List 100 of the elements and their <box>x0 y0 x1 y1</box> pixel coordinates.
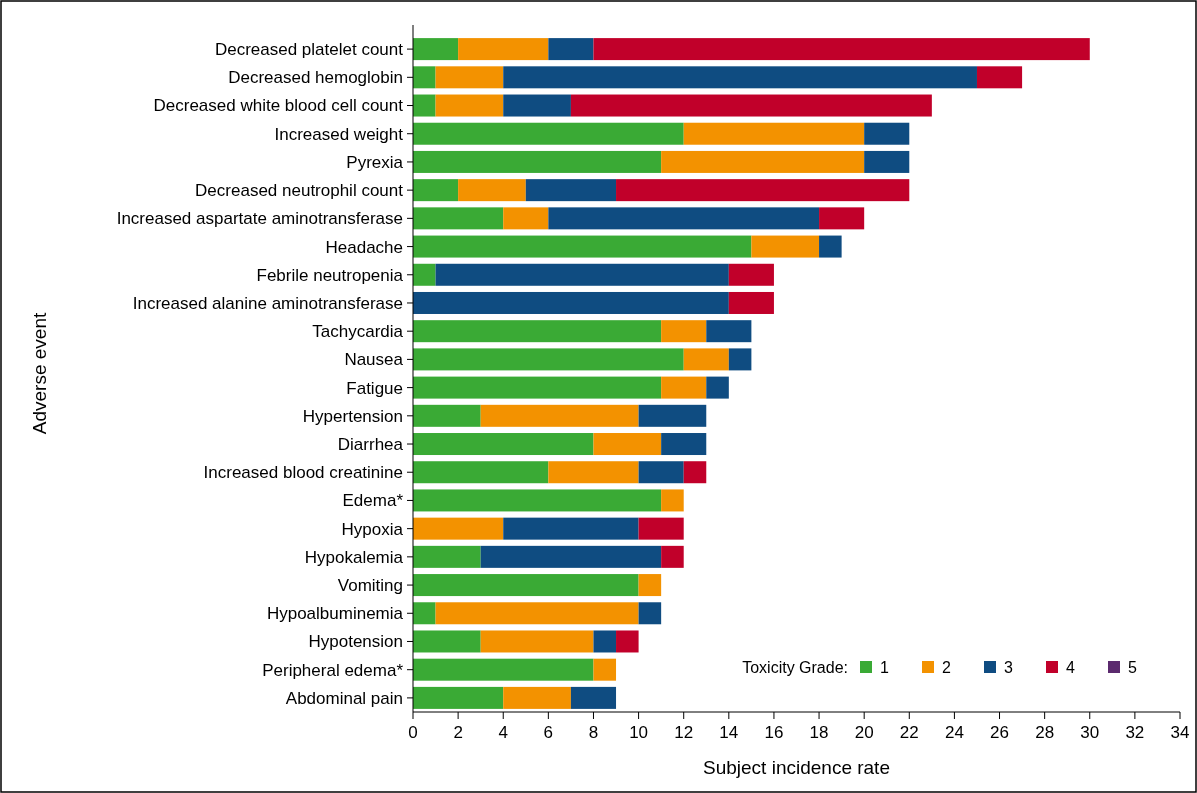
legend-title: Toxicity Grade: <box>742 658 848 676</box>
x-tick-label: 4 <box>498 723 508 742</box>
bar <box>480 630 594 653</box>
y-tick-label: Increased blood creatinine <box>203 463 403 483</box>
y-tick-label: Headache <box>325 237 403 257</box>
y-tick-label: Tachycardia <box>312 322 404 342</box>
bar <box>751 235 820 258</box>
legend-label: 4 <box>1066 658 1075 676</box>
bar <box>683 461 707 484</box>
y-tick-label: Edema* <box>342 491 404 511</box>
y-tick-label: Hypoxia <box>341 519 404 539</box>
x-tick-label: 22 <box>899 723 919 742</box>
bar <box>435 602 639 625</box>
y-tick-label: Nausea <box>344 350 404 370</box>
y-tick-label: Decreased neutrophil count <box>195 181 404 201</box>
legend-label: 1 <box>880 658 889 676</box>
bar <box>413 517 504 540</box>
bar <box>976 66 1023 89</box>
bar <box>413 545 481 568</box>
x-tick-label: 32 <box>1125 723 1145 742</box>
x-tick-label: 28 <box>1035 723 1055 742</box>
bar <box>458 38 549 61</box>
bar <box>661 150 865 173</box>
bar <box>683 348 729 371</box>
bar <box>638 574 662 597</box>
y-tick-label: Febrile neutropenia <box>256 265 404 285</box>
bar <box>819 235 842 258</box>
bar <box>413 235 752 258</box>
x-tick-label: 10 <box>629 723 649 742</box>
bar <box>593 38 1090 61</box>
bar <box>661 320 707 343</box>
bar <box>548 461 639 484</box>
x-tick-label: 20 <box>854 723 874 742</box>
x-tick-label: 24 <box>944 723 964 742</box>
bar <box>593 630 617 653</box>
bar <box>413 150 662 173</box>
bar <box>616 630 639 653</box>
y-tick-label: Decreased white blood cell count <box>153 96 404 116</box>
bar <box>413 602 436 625</box>
y-tick-label: Increased weight <box>274 124 404 144</box>
bar <box>819 207 865 230</box>
bar <box>548 38 594 61</box>
legend-label: 2 <box>942 658 951 676</box>
bar <box>638 602 662 625</box>
bar <box>728 348 752 371</box>
bar <box>413 291 729 314</box>
y-tick-label: Increased alanine aminotransferase <box>132 293 403 313</box>
x-tick-label: 18 <box>809 723 829 742</box>
y-tick-label: Hypoalbuminemia <box>266 604 404 624</box>
bar <box>413 630 481 653</box>
x-tick-label: 12 <box>674 723 694 742</box>
bar <box>616 179 910 202</box>
bar <box>503 207 549 230</box>
y-tick-label: Abdominal pain <box>285 688 403 708</box>
bar <box>503 517 639 540</box>
x-tick-label: 0 <box>408 723 418 742</box>
bar <box>413 348 684 371</box>
bar <box>661 376 707 399</box>
bar <box>480 545 662 568</box>
bar <box>864 122 910 145</box>
bar <box>413 574 639 597</box>
bar <box>525 179 617 202</box>
bar <box>864 150 910 173</box>
x-tick-label: 16 <box>764 723 784 742</box>
bar <box>570 94 932 117</box>
bar <box>593 433 662 456</box>
bar <box>413 376 662 399</box>
x-tick-label: 8 <box>588 723 599 742</box>
bar <box>683 122 865 145</box>
bar <box>435 263 729 286</box>
bar <box>503 66 977 89</box>
bar <box>413 66 436 89</box>
bar <box>413 207 504 230</box>
bar <box>570 686 617 709</box>
bar <box>413 658 594 681</box>
x-tick-label: 26 <box>990 723 1009 742</box>
y-tick-label: Pyrexia <box>346 152 404 172</box>
bar <box>706 376 729 399</box>
x-tick-label: 14 <box>719 723 739 742</box>
y-tick-label: Vomiting <box>337 576 403 596</box>
y-axis-title: Adverse event <box>29 312 50 435</box>
y-tick-label: Peripheral edema* <box>262 660 404 680</box>
bar <box>413 122 684 145</box>
x-tick-label: 30 <box>1080 723 1100 742</box>
bar <box>661 489 684 512</box>
bar <box>503 686 571 709</box>
bar <box>413 179 459 202</box>
bar <box>728 291 774 314</box>
x-axis-title: Subject incidence rate <box>703 757 890 778</box>
x-tick-label: 34 <box>1170 723 1190 742</box>
bar <box>413 489 662 512</box>
y-tick-label: Decreased platelet count <box>214 40 404 60</box>
y-tick-label: Diarrhea <box>337 434 404 454</box>
bar <box>413 433 594 456</box>
bar <box>661 433 707 456</box>
y-tick-label: Hypertension <box>302 406 403 426</box>
bar <box>638 461 684 484</box>
bar <box>728 263 774 286</box>
bar <box>413 686 504 709</box>
y-tick-label: Hypokalemia <box>304 547 404 567</box>
